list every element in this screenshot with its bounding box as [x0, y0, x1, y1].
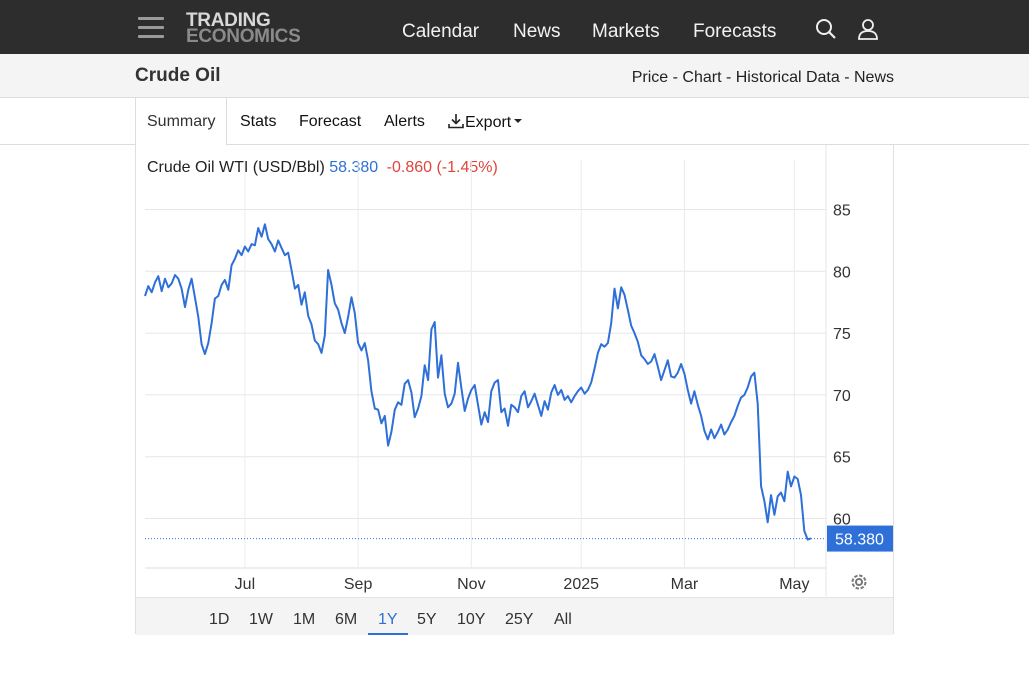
sublinks: Price - Chart - Historical Data - News	[632, 69, 894, 87]
logo[interactable]: TRADING ECONOMICS	[186, 10, 301, 47]
sublink-news[interactable]: News	[853, 69, 894, 86]
range-1m[interactable]: 1M	[293, 611, 316, 628]
tab-stats[interactable]: Stats	[240, 113, 277, 130]
tab-export[interactable]: Export	[447, 113, 523, 132]
tab-forecast[interactable]: Forecast	[299, 113, 362, 130]
range-1w[interactable]: 1W	[249, 611, 273, 628]
nav-news[interactable]: News	[513, 21, 561, 42]
range-10y[interactable]: 10Y	[457, 611, 486, 628]
sublink-separator: -	[668, 69, 683, 86]
chart-settings-gear-icon[interactable]	[849, 572, 869, 592]
range-25y[interactable]: 25Y	[505, 611, 534, 628]
sublink-chart[interactable]: Chart	[682, 69, 722, 86]
tab-summary-active-bg	[135, 98, 227, 145]
export-label: Export	[465, 114, 512, 131]
nav-forecasts[interactable]: Forecasts	[693, 21, 777, 42]
range-6m[interactable]: 6M	[335, 611, 358, 628]
nav-calendar[interactable]: Calendar	[402, 21, 480, 42]
range-all[interactable]: All	[554, 611, 572, 628]
sublink-price[interactable]: Price	[631, 69, 669, 86]
active-range-underline	[368, 633, 408, 635]
tab-bar: Summary Stats Forecast Alerts Export	[0, 98, 1029, 145]
instrument-name: Crude Oil WTI (USD/Bbl)	[147, 159, 325, 176]
tab-summary[interactable]: Summary	[147, 113, 216, 130]
sublink-separator: -	[721, 69, 736, 86]
subheader: Crude Oil Price - Chart - Historical Dat…	[0, 54, 1029, 98]
logo-line1: TRADING	[186, 10, 271, 31]
price-change: -0.860 (-1.45%)	[386, 159, 498, 176]
download-icon	[448, 114, 464, 129]
range-selector: 1D 1W 1M 6M 1Y 5Y 10Y 25Y All	[136, 597, 893, 635]
range-1y[interactable]: 1Y	[378, 611, 398, 628]
current-price: 58.380	[329, 159, 379, 176]
chart-legend: Crude Oil WTI (USD/Bbl) 58.380 -0.860 (-…	[147, 159, 498, 177]
search-icon[interactable]	[815, 18, 837, 40]
tab-alerts[interactable]: Alerts	[384, 113, 425, 130]
hamburger-menu-icon[interactable]	[138, 17, 164, 39]
user-icon[interactable]	[857, 18, 879, 40]
nav-markets[interactable]: Markets	[592, 21, 660, 42]
chart-container	[135, 145, 894, 634]
sublink-historical-data[interactable]: Historical Data	[735, 69, 840, 86]
range-1d[interactable]: 1D	[209, 611, 230, 628]
page-title: Crude Oil	[135, 65, 221, 86]
caret-down-icon	[514, 119, 523, 123]
top-navbar: TRADING ECONOMICS Calendar News Markets …	[0, 0, 1029, 54]
logo-line2: ECONOMICS	[186, 26, 301, 47]
range-5y[interactable]: 5Y	[417, 611, 437, 628]
sublink-separator: -	[839, 69, 854, 86]
